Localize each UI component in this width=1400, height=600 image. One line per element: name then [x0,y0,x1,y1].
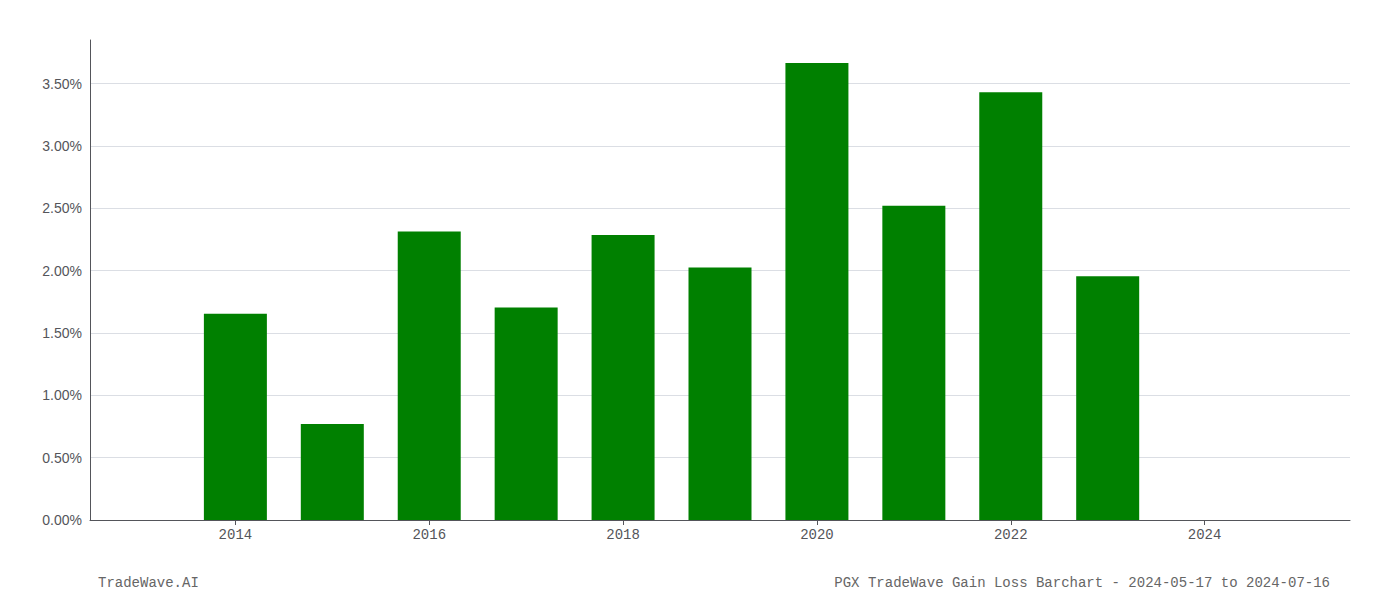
svg-text:2022: 2022 [994,527,1028,543]
svg-text:1.00%: 1.00% [42,387,82,403]
svg-text:1.50%: 1.50% [42,325,82,341]
svg-text:2.00%: 2.00% [42,263,82,279]
svg-text:3.00%: 3.00% [42,138,82,154]
svg-text:3.50%: 3.50% [42,76,82,92]
svg-text:2020: 2020 [800,527,834,543]
svg-text:2014: 2014 [219,527,253,543]
svg-text:2.50%: 2.50% [42,200,82,216]
svg-text:2024: 2024 [1188,527,1222,543]
svg-text:2018: 2018 [606,527,640,543]
svg-text:PGX TradeWave Gain Loss Barcha: PGX TradeWave Gain Loss Barchart - 2024-… [834,575,1330,591]
svg-text:0.00%: 0.00% [42,512,82,528]
svg-text:0.50%: 0.50% [42,450,82,466]
svg-text:2016: 2016 [412,527,446,543]
svg-text:TradeWave.AI: TradeWave.AI [98,575,199,591]
